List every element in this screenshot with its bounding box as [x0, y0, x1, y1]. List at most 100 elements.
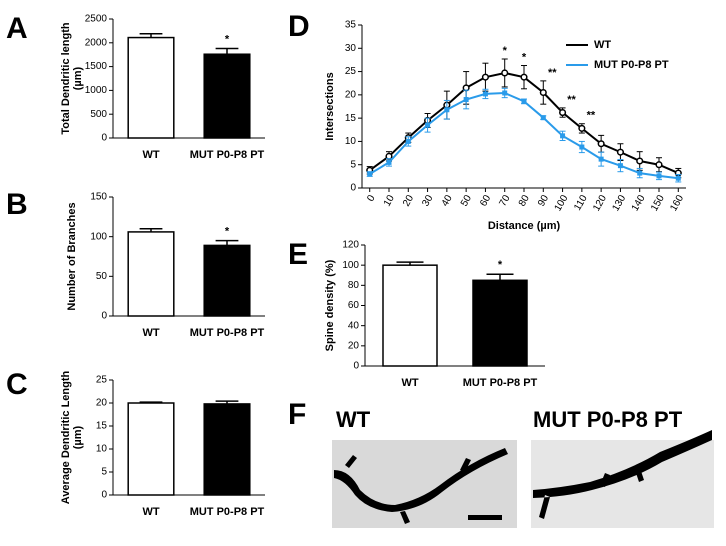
y-tick-label: 0: [101, 490, 107, 501]
x-tick-label: 90: [536, 193, 551, 209]
bar: [382, 264, 438, 367]
y-axis-label: Intersections: [324, 72, 336, 140]
x-tick-label: MUT P0-P8 PT: [463, 377, 538, 389]
image-caption: MUT P0-P8 PT: [533, 407, 683, 432]
x-tick-label: 120: [591, 193, 609, 213]
marker: [386, 159, 392, 165]
y-tick-label: 0: [101, 311, 107, 322]
y-tick-label: 120: [342, 240, 359, 251]
marker: [560, 133, 566, 139]
scale-bar: [468, 515, 502, 520]
x-tick-label: 80: [517, 193, 532, 209]
x-tick-label: 60: [478, 193, 493, 209]
x-tick-label: WT: [401, 377, 418, 389]
y-axis-label: (µm): [72, 425, 84, 449]
marker: [425, 122, 431, 128]
x-tick-label: 110: [572, 193, 590, 213]
bar: [127, 231, 175, 317]
x-tick-label: MUT P0-P8 PT: [190, 506, 265, 518]
significance: *: [503, 45, 508, 57]
panel-letter: E: [288, 238, 308, 271]
y-axis-label: (µm): [72, 66, 84, 90]
micrograph: [332, 440, 517, 528]
marker: [521, 98, 527, 104]
marker: [405, 138, 411, 144]
significance: **: [587, 110, 596, 122]
x-tick-label: WT: [142, 506, 159, 518]
x-tick-label: 30: [420, 193, 435, 209]
marker: [463, 97, 469, 103]
x-tick-label: 70: [498, 193, 513, 209]
marker: [539, 88, 547, 97]
dendrite: [334, 448, 508, 524]
y-tick-label: 100: [342, 260, 359, 271]
panel-letter: B: [6, 188, 28, 221]
dendrite: [533, 430, 712, 519]
x-tick-label: 150: [649, 193, 667, 213]
panel-f: F WT MUT P0-P8 PT: [288, 398, 714, 528]
y-tick-label: 0: [350, 183, 356, 194]
bar: [472, 279, 528, 367]
x-tick-label: 140: [630, 193, 648, 213]
marker: [501, 69, 509, 77]
bar: [203, 53, 251, 139]
marker: [656, 173, 662, 179]
marker: [502, 90, 508, 96]
legend-label: MUT P0-P8 PT: [594, 59, 669, 71]
y-tick-label: 5: [350, 159, 356, 170]
y-tick-label: 100: [90, 231, 107, 242]
series-line: [369, 91, 679, 180]
y-tick-label: 2500: [85, 14, 108, 25]
significance: *: [225, 226, 230, 238]
y-tick-label: 1500: [85, 61, 108, 72]
marker: [616, 148, 624, 156]
marker: [597, 140, 605, 148]
y-tick-label: 60: [348, 300, 360, 311]
marker: [637, 170, 643, 176]
x-tick-label: 160: [668, 193, 686, 213]
marker: [367, 171, 373, 177]
y-tick-label: 500: [90, 109, 107, 120]
x-tick-label: 40: [440, 193, 455, 209]
y-tick-label: 35: [345, 20, 357, 31]
x-axis-label: Distance (µm): [488, 220, 561, 232]
y-tick-label: 15: [96, 421, 108, 432]
y-tick-label: 25: [96, 375, 108, 386]
marker: [617, 163, 623, 169]
x-tick-label: 20: [401, 193, 416, 209]
y-tick-label: 80: [348, 280, 360, 291]
y-tick-label: 50: [96, 271, 108, 282]
bar: [203, 403, 251, 496]
significance: *: [522, 51, 527, 63]
y-tick-label: 5: [101, 467, 107, 478]
legend-label: WT: [594, 39, 611, 51]
y-tick-label: 150: [90, 192, 107, 203]
y-tick-label: 15: [345, 113, 357, 124]
marker: [598, 156, 604, 162]
significance: *: [225, 33, 230, 45]
y-tick-label: 0: [353, 361, 359, 372]
image-caption: WT: [336, 407, 371, 432]
significance: **: [567, 94, 576, 106]
marker: [540, 115, 546, 121]
marker: [444, 107, 450, 113]
y-tick-label: 40: [348, 320, 360, 331]
marker: [675, 175, 681, 181]
y-tick-label: 20: [345, 89, 357, 100]
x-tick-label: 130: [610, 193, 628, 213]
x-tick-label: MUT P0-P8 PT: [190, 327, 265, 339]
y-tick-label: 0: [101, 133, 107, 144]
y-axis-label: Average Dendritic Length: [60, 370, 72, 504]
y-tick-label: 1000: [85, 85, 108, 96]
panel-letter: F: [288, 398, 306, 431]
marker: [559, 109, 567, 117]
x-tick-label: 100: [553, 193, 571, 213]
y-tick-label: 10: [345, 136, 357, 147]
y-tick-label: 10: [96, 444, 108, 455]
y-tick-label: 2000: [85, 37, 108, 48]
marker: [578, 124, 586, 132]
y-axis-label: Spine density (%): [324, 259, 336, 351]
marker: [655, 161, 663, 169]
marker: [579, 144, 585, 150]
y-axis-label: Total Dendritic length: [60, 22, 72, 135]
